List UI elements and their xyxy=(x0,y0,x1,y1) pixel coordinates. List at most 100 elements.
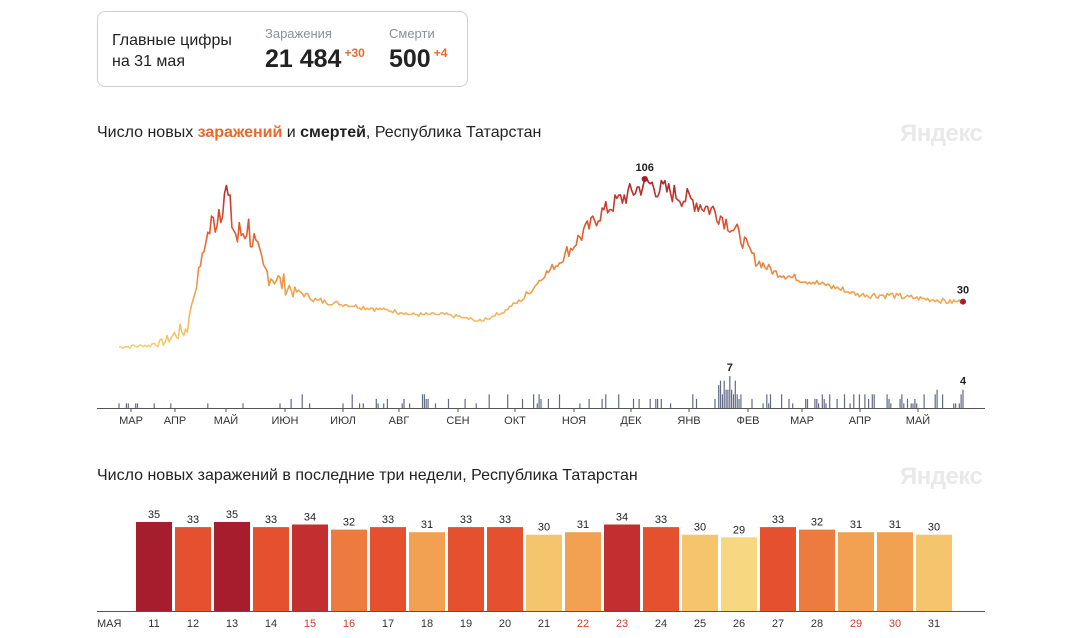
death-bar xyxy=(721,394,723,408)
death-bar xyxy=(125,403,127,408)
last-label: 30 xyxy=(957,285,969,297)
death-bar xyxy=(899,398,901,408)
death-bar xyxy=(740,394,742,408)
death-bar xyxy=(886,394,888,408)
bar-value-label: 31 xyxy=(889,519,901,531)
death-bar xyxy=(290,398,292,408)
death-bar xyxy=(942,394,944,408)
death-bar xyxy=(821,394,823,408)
death-bar xyxy=(427,398,429,408)
death-bar xyxy=(632,398,635,408)
summary-title-line2: на 31 мая xyxy=(112,53,185,70)
bar-category-label: 20 xyxy=(499,618,511,630)
chart1-tick-label: ДЕК xyxy=(620,415,642,427)
death-bar xyxy=(464,398,466,408)
death-bar xyxy=(521,398,524,408)
death-bar xyxy=(731,389,733,408)
chart1-title: Число новых заражений и смертей, Республ… xyxy=(97,124,541,142)
infections-value: 21 484 +30 xyxy=(265,45,365,74)
death-bar xyxy=(916,403,918,408)
bar xyxy=(799,529,835,611)
death-bar xyxy=(934,394,936,408)
last-marker xyxy=(960,298,966,305)
bar-category-label: 12 xyxy=(187,618,199,630)
infections-label: Заражения xyxy=(265,26,332,41)
death-bar xyxy=(383,403,385,408)
chart1-plot: МАР АПР МАЙ ИЮН ИЮЛ АВГ СЕН ОКТ НОЯ ДЕК ЯНВ ФЕВ МАР А… xyxy=(97,162,985,427)
death-bar xyxy=(736,394,738,408)
bar xyxy=(292,524,328,611)
bar-value-label: 33 xyxy=(655,514,667,526)
death-bar xyxy=(309,403,311,408)
summary-title-line1: Главные цифры xyxy=(112,32,232,49)
summary-card: Главные цифры на 31 мая Заражения 21 484… xyxy=(97,11,468,87)
death-bar xyxy=(649,398,651,408)
death-bar xyxy=(207,403,209,408)
bar xyxy=(643,527,679,611)
bar xyxy=(721,537,757,611)
chart1-title-deaths: смертей xyxy=(300,124,366,141)
death-bar xyxy=(836,398,838,408)
death-bar xyxy=(377,403,379,408)
infections-total: 21 484 xyxy=(265,45,342,73)
bar-value-label: 33 xyxy=(382,514,394,526)
bar xyxy=(916,534,952,611)
death-bar xyxy=(719,380,722,408)
bar xyxy=(214,522,250,611)
bar-value-label: 34 xyxy=(304,512,316,524)
bar xyxy=(370,527,406,611)
bar xyxy=(838,532,874,611)
bar-value-label: 31 xyxy=(421,519,433,531)
death-bar xyxy=(843,394,846,408)
bar-value-label: 33 xyxy=(772,514,784,526)
bar-value-label: 32 xyxy=(343,517,355,529)
death-bar xyxy=(849,403,851,408)
death-bar xyxy=(375,398,377,408)
bar-value-label: 33 xyxy=(499,514,511,526)
death-bar xyxy=(762,403,764,408)
death-bar xyxy=(738,398,740,408)
death-bar xyxy=(871,394,873,408)
death-bar xyxy=(873,394,875,408)
death-bar xyxy=(421,394,424,408)
death-bar xyxy=(729,376,731,408)
death-bar xyxy=(769,394,772,408)
death-bar xyxy=(136,403,139,408)
death-bar xyxy=(540,398,542,408)
death-bar xyxy=(816,398,818,408)
death-bar xyxy=(923,394,925,408)
bar-value-label: 29 xyxy=(733,524,745,536)
death-bar xyxy=(901,394,903,408)
chart2-title: Число новых заражений в последние три не… xyxy=(97,467,638,484)
infections-delta: +30 xyxy=(344,46,365,60)
bar-category-label: 22 xyxy=(577,618,589,630)
bar-category-label: 27 xyxy=(772,618,784,630)
death-bar xyxy=(475,403,477,408)
death-bar xyxy=(538,394,540,408)
chart1-tick-label: МАЙ xyxy=(906,414,930,427)
infections-line xyxy=(119,176,964,350)
bar xyxy=(487,527,523,611)
bar-category-label: 25 xyxy=(694,618,706,630)
death-bar xyxy=(425,398,427,408)
bar xyxy=(526,534,562,611)
death-bar xyxy=(135,403,137,408)
death-bar xyxy=(818,403,820,408)
death-bar xyxy=(768,403,770,408)
death-bar xyxy=(958,403,960,408)
bar xyxy=(682,534,718,611)
bar-category-label: 29 xyxy=(850,618,862,630)
death-bar xyxy=(423,394,425,408)
death-bar xyxy=(655,398,657,408)
chart1-tick-label: ЯНВ xyxy=(677,415,700,427)
bar-category-label: 16 xyxy=(343,618,355,630)
yandex-logo-1: Яндекс xyxy=(900,120,983,147)
bar xyxy=(331,529,367,611)
death-bar xyxy=(588,398,590,408)
bar-value-label: 31 xyxy=(850,519,862,531)
summary-title: Главные цифры на 31 мая xyxy=(112,30,252,72)
chart1-tick-label: АВГ xyxy=(389,415,410,427)
chart1-tick-label: ИЮЛ xyxy=(330,415,356,427)
chart1-tick-label: МАЙ xyxy=(214,414,238,427)
deaths-total: 500 xyxy=(389,45,431,73)
